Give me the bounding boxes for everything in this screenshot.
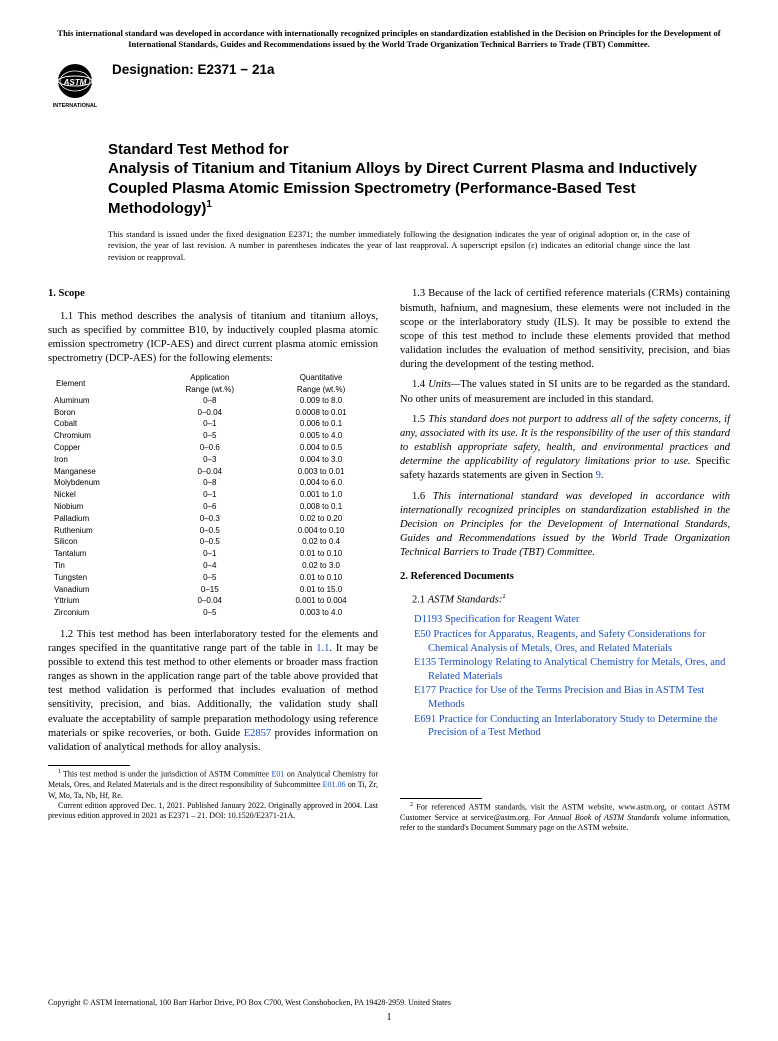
designation-label: Designation: (112, 62, 198, 77)
link-e2857[interactable]: E2857 (244, 728, 271, 739)
astm-logo: ASTM INTERNATIONAL (48, 59, 102, 118)
table-row: Tantalum0–10.01 to 0.10 (48, 549, 378, 561)
left-column: 1. Scope 1.1 This method describes the a… (48, 287, 378, 834)
table-row: Manganese0–0.040.003 to 0.01 (48, 466, 378, 478)
title-block: Standard Test Method for Analysis of Tit… (108, 140, 730, 219)
refs-sub: 2.1 ASTM Standards:2 (400, 593, 730, 608)
para-1-5-c: . (601, 470, 604, 481)
document-page: This international standard was develope… (0, 0, 778, 1041)
para-1-5: 1.5 This standard does not purport to ad… (400, 413, 730, 484)
units-label: Units— (428, 379, 460, 390)
fn2-italic: Annual Book of ASTM Standards (548, 813, 659, 822)
ref-title[interactable]: Practices for Apparatus, Reagents, and S… (428, 629, 706, 654)
ref-code[interactable]: E135 (414, 657, 436, 668)
para-1-4: 1.4 Units—The values stated in SI units … (400, 378, 730, 406)
table-row: Molybdenum0–80.004 to 6.0 (48, 478, 378, 490)
title-main: Analysis of Titanium and Titanium Alloys… (108, 159, 730, 219)
table-row: Iron0–30.004 to 3.0 (48, 454, 378, 466)
table-row: Copper0–0.60.004 to 0.5 (48, 443, 378, 455)
para-1-2-b: . It may be possible to extend this test… (48, 643, 378, 739)
fn1-a: This test method is under the jurisdicti… (63, 770, 271, 779)
th-quant-l1: Quantitative (264, 372, 378, 384)
reference-item: E691 Practice for Conducting an Interlab… (414, 713, 730, 740)
link-1-1[interactable]: 1.1 (316, 643, 329, 654)
title-footnote-marker: 1 (206, 199, 212, 210)
ref-title[interactable]: Terminology Relating to Analytical Chemi… (428, 657, 725, 682)
ref-title[interactable]: Practice for Conducting an Interlaborato… (428, 714, 718, 739)
para-1-1: 1.1 This method describes the analysis o… (48, 310, 378, 367)
top-notice: This international standard was develope… (48, 28, 730, 51)
table-row: Silicon0–0.50.02 to 0.4 (48, 537, 378, 549)
reference-item: E50 Practices for Apparatus, Reagents, a… (414, 628, 730, 655)
right-column: 1.3 Because of the lack of certified ref… (400, 287, 730, 834)
para-1-5-a: 1.5 (412, 414, 428, 425)
table-row: Tungsten0–50.01 to 0.10 (48, 572, 378, 584)
para-1-3: 1.3 Because of the lack of certified ref… (400, 287, 730, 372)
reference-item: D1193 Specification for Reagent Water (414, 613, 730, 627)
table-row: Tin0–40.02 to 3.0 (48, 561, 378, 573)
ref-code[interactable]: E177 (414, 685, 436, 696)
para-1-5-italic: This standard does not purport to addres… (400, 414, 730, 468)
table-row: Palladium0–0.30.02 to 0.20 (48, 513, 378, 525)
reference-item: E177 Practice for Use of the Terms Preci… (414, 684, 730, 711)
table-row: Yttrium0–0.040.001 to 0.004 (48, 596, 378, 608)
svg-text:ASTM: ASTM (63, 78, 87, 87)
table-row: Aluminum0–80.009 to 8.0 (48, 395, 378, 407)
para-1-6-a: 1.6 (412, 491, 433, 502)
table-row: Boron0–0.040.0008 to 0.01 (48, 407, 378, 419)
reference-list: D1193 Specification for Reagent WaterE50… (414, 613, 730, 740)
para-1-4-a: 1.4 (412, 379, 428, 390)
th-app-l1: Application (155, 372, 264, 384)
scope-heading: 1. Scope (48, 287, 378, 301)
table-row: Niobium0–60.008 to 0.1 (48, 502, 378, 514)
ref-title[interactable]: Specification for Reagent Water (445, 614, 580, 625)
title-main-text: Analysis of Titanium and Titanium Alloys… (108, 160, 697, 217)
header-row: ASTM INTERNATIONAL Designation: E2371 − … (48, 59, 730, 118)
link-e01-06[interactable]: E01.06 (323, 780, 346, 789)
copyright-notice: Copyright © ASTM International, 100 Barr… (48, 998, 451, 1007)
elements-table: Element Application Quantitative Range (… (48, 372, 378, 619)
ref-code[interactable]: E691 (414, 714, 436, 725)
designation-code: E2371 − 21a (198, 62, 275, 77)
two-column-body: 1. Scope 1.1 This method describes the a… (48, 287, 730, 834)
link-e01[interactable]: E01 (271, 770, 284, 779)
footnote-rule-left (48, 765, 130, 766)
ref-code[interactable]: E50 (414, 629, 431, 640)
refs-sub-a: 2.1 (412, 594, 428, 605)
issuance-note: This standard is issued under the fixed … (108, 229, 690, 263)
th-element: Element (48, 372, 155, 395)
th-quant-l2: Range (wt.%) (264, 384, 378, 396)
table-row: Cobalt0–10.006 to 0.1 (48, 419, 378, 431)
footnote-1-p2: Current edition approved Dec. 1, 2021. P… (48, 801, 378, 822)
table-row: Ruthenium0–0.50.004 to 0.10 (48, 525, 378, 537)
svg-text:INTERNATIONAL: INTERNATIONAL (53, 103, 98, 109)
ref-title[interactable]: Practice for Use of the Terms Precision … (428, 685, 704, 710)
refs-sub-marker: 2 (502, 594, 505, 600)
table-row: Nickel0–10.001 to 1.0 (48, 490, 378, 502)
refs-sub-italic: ASTM Standards: (428, 594, 503, 605)
para-1-6-italic: This international standard was develope… (400, 491, 730, 559)
para-1-2: 1.2 This test method has been interlabor… (48, 628, 378, 756)
title-prefix: Standard Test Method for (108, 140, 730, 160)
refs-heading: 2. Referenced Documents (400, 570, 730, 584)
footnote-1: 1 This test method is under the jurisdic… (48, 769, 378, 801)
ref-code[interactable]: D1193 (414, 614, 442, 625)
designation: Designation: E2371 − 21a (112, 59, 274, 79)
table-row: Vanadium0–150.01 to 15.0 (48, 584, 378, 596)
table-row: Chromium0–50.005 to 4.0 (48, 431, 378, 443)
table-row: Zirconium0–50.003 to 4.0 (48, 608, 378, 620)
para-1-6: 1.6 This international standard was deve… (400, 490, 730, 561)
th-app-l2: Range (wt.%) (155, 384, 264, 396)
page-number: 1 (387, 1012, 392, 1023)
footnote-rule-right (400, 798, 482, 799)
footnote-2: 2 For referenced ASTM standards, visit t… (400, 802, 730, 834)
reference-item: E135 Terminology Relating to Analytical … (414, 656, 730, 683)
